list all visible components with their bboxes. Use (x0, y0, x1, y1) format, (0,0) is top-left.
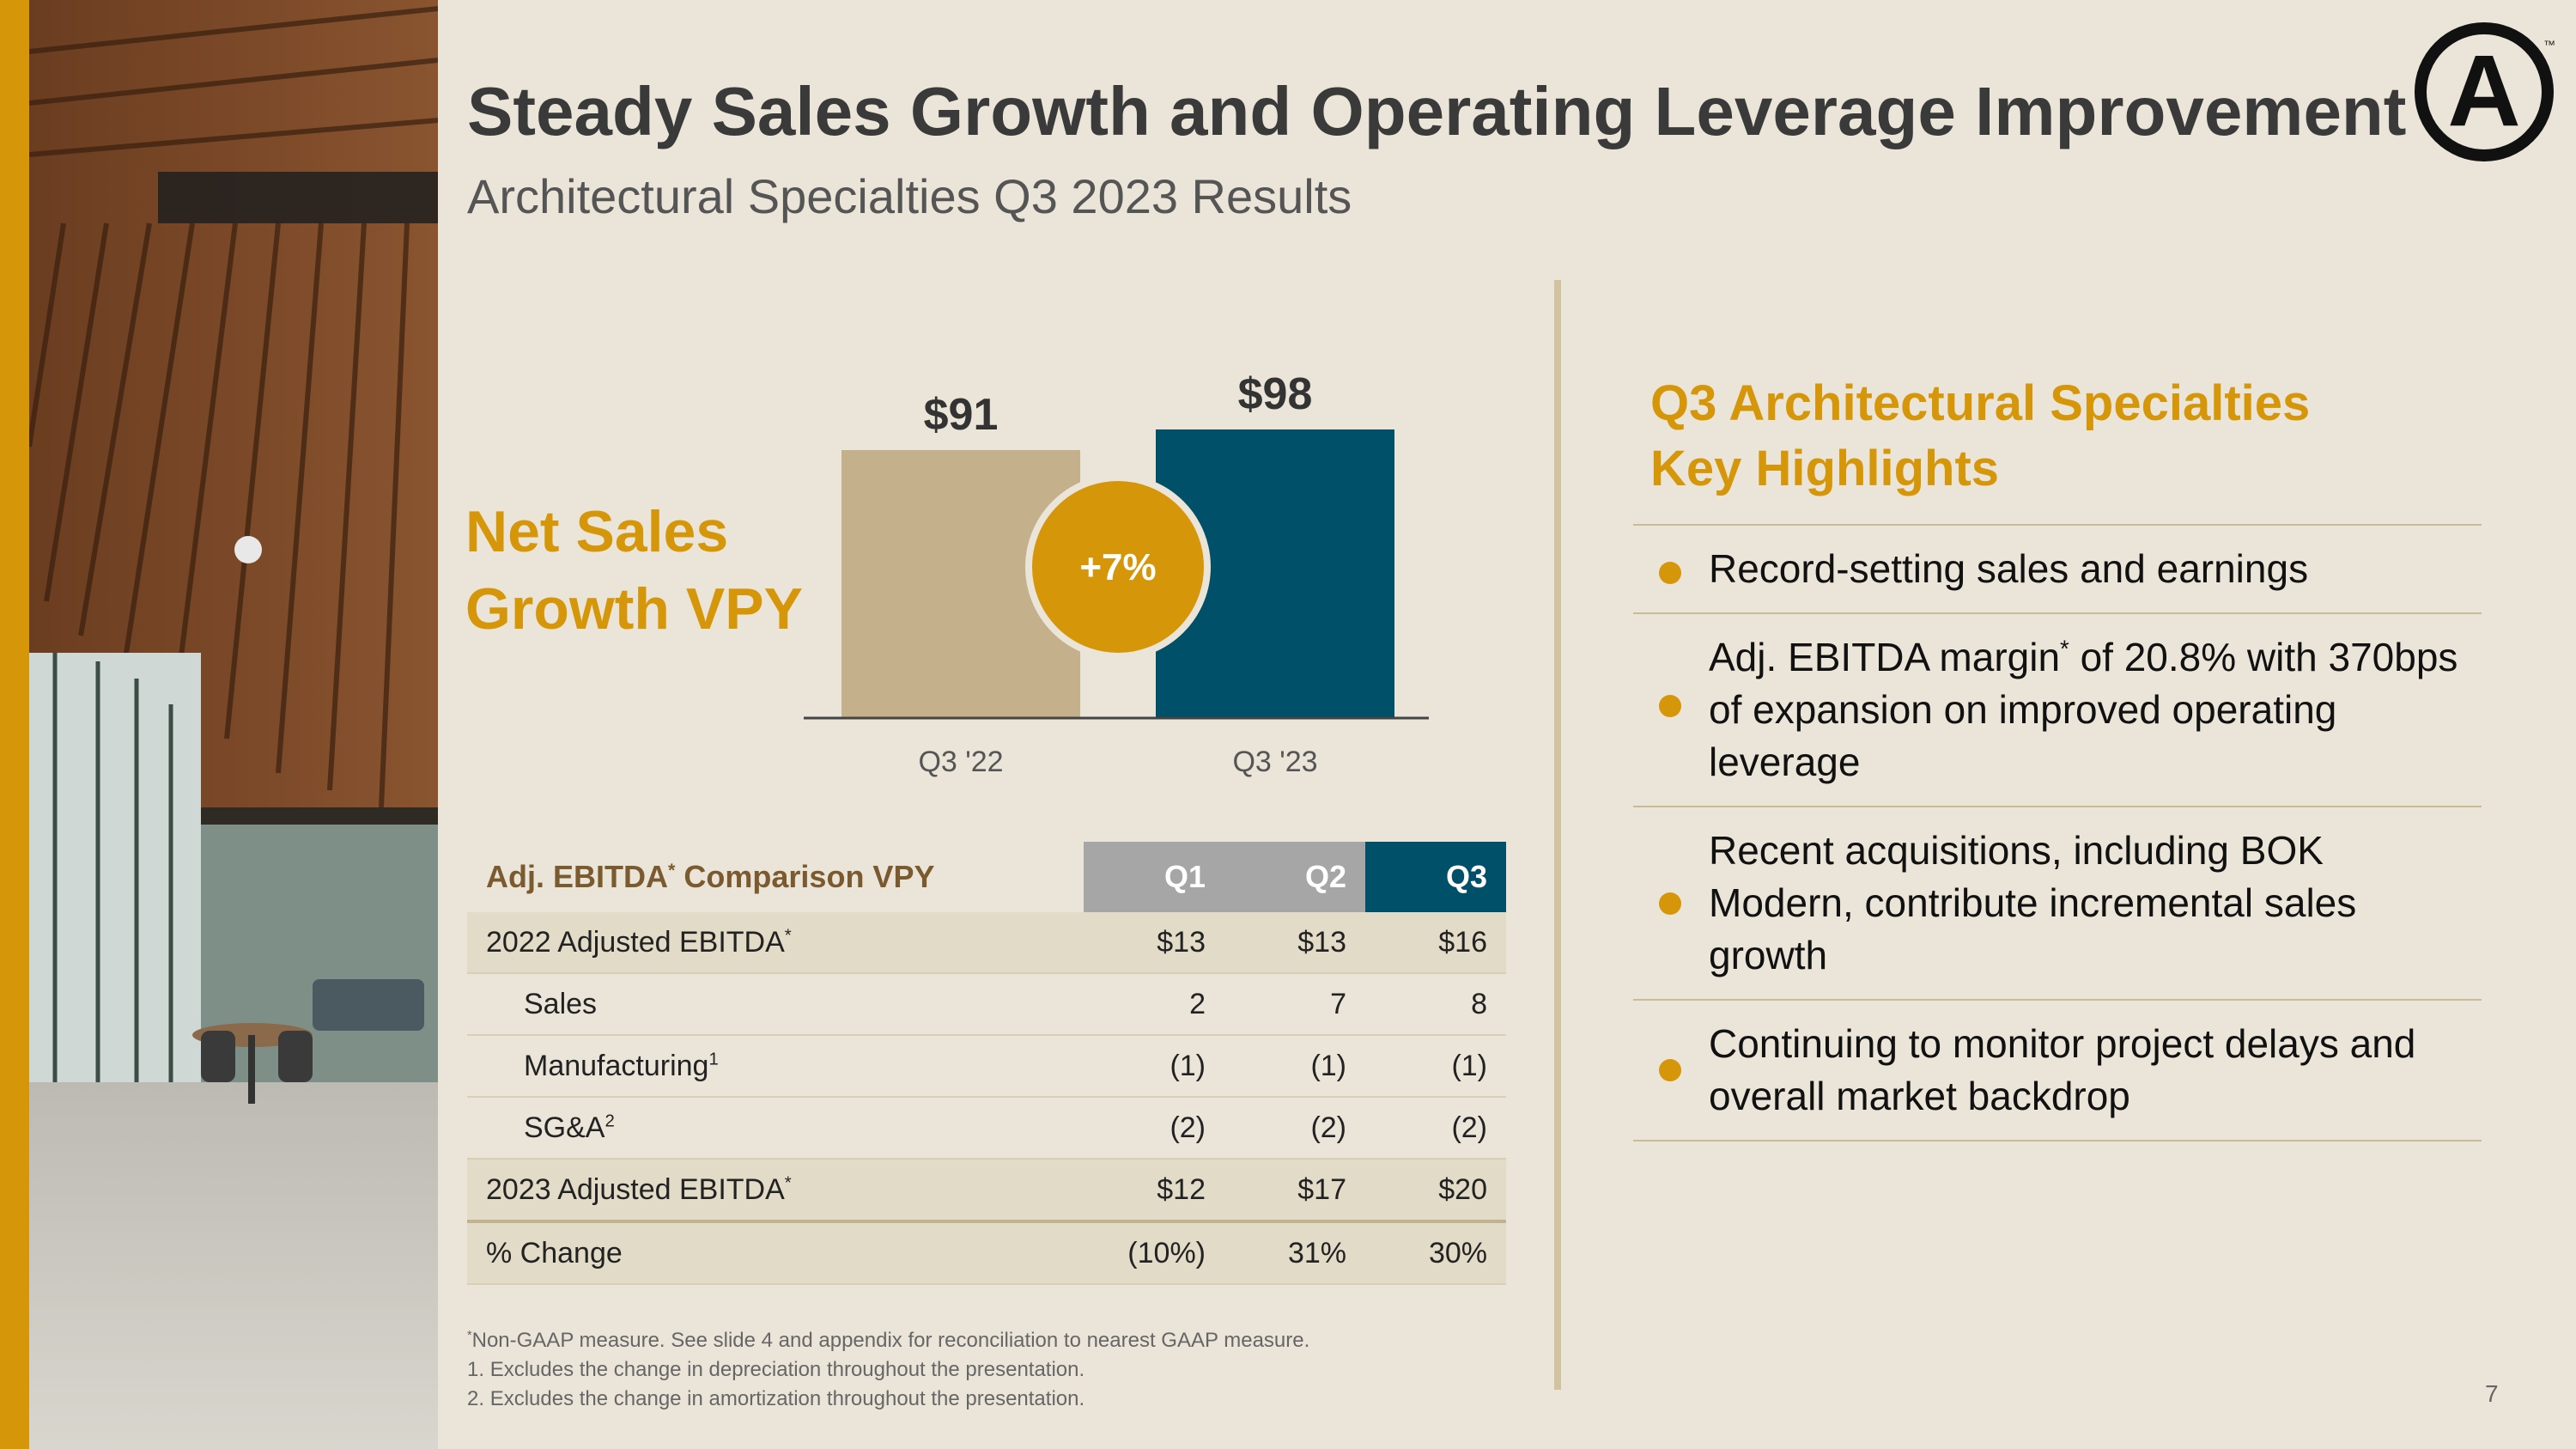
cell-q1: (1) (1084, 1035, 1224, 1098)
cell-q1: 2 (1084, 973, 1224, 1036)
table-row: SG&A2 (2) (2) (2) (467, 1097, 1506, 1160)
net-sales-bar-chart: $91 Q3 '22 $98 Q3 '23 +7% (804, 369, 1429, 778)
row-label: 2023 Adjusted EBITDA* (467, 1159, 1084, 1223)
cell-q2: (1) (1224, 1035, 1365, 1098)
highlights-title-line1: Q3 Architectural Specialties (1650, 375, 2311, 431)
cell-q2: 7 (1224, 973, 1365, 1036)
cell-q1: $13 (1084, 912, 1224, 974)
row-label: SG&A2 (467, 1097, 1084, 1160)
cell-q2: $17 (1224, 1159, 1365, 1223)
cell-q3: (1) (1365, 1035, 1506, 1098)
highlight-text: Continuing to monitor project delays and… (1709, 1021, 2416, 1118)
bar-value-label: $91 (924, 390, 999, 440)
net-sales-heading: Net Sales Growth VPY (465, 493, 803, 648)
highlight-item: Record-setting sales and earnings (1633, 524, 2482, 612)
row-label: % Change (467, 1221, 1084, 1285)
bullet-icon (1659, 695, 1681, 717)
col-header-q3: Q3 (1365, 842, 1506, 912)
cell-q2: $13 (1224, 912, 1365, 974)
interior-photo (29, 0, 438, 1449)
highlight-text: Record-setting sales and earnings (1709, 546, 2309, 591)
table-header-row: Adj. EBITDA* Comparison VPY Q1 Q2 Q3 (467, 842, 1506, 912)
cell-q3: 8 (1365, 973, 1506, 1036)
slide-subtitle: Architectural Specialties Q3 2023 Result… (467, 169, 1352, 223)
row-label: 2022 Adjusted EBITDA* (467, 912, 1084, 974)
footnote-1: 1. Excludes the change in depreciation t… (467, 1358, 1085, 1381)
ebitda-comparison-table: Adj. EBITDA* Comparison VPY Q1 Q2 Q3 202… (467, 842, 1506, 1285)
cell-q3: $16 (1365, 912, 1506, 974)
table-row: % Change (10%) 31% 30% (467, 1221, 1506, 1285)
row-label: Manufacturing1 (467, 1035, 1084, 1098)
growth-badge-label: +7% (1079, 546, 1156, 588)
cell-q2: (2) (1224, 1097, 1365, 1160)
logo-letter: A (2447, 34, 2520, 148)
table-row: Manufacturing1 (1) (1) (1) (467, 1035, 1506, 1098)
bullet-icon (1659, 1059, 1681, 1081)
cell-q3: $20 (1365, 1159, 1506, 1223)
net-sales-line2: Growth VPY (465, 576, 803, 642)
highlight-sup: * (2060, 635, 2069, 662)
col-header-q1: Q1 (1084, 842, 1224, 912)
highlight-text-post: of 20.8% with 370bps of expansion on imp… (1709, 635, 2458, 784)
cell-q3: (2) (1365, 1097, 1506, 1160)
table-header-label: Adj. EBITDA* Comparison VPY (467, 842, 1084, 912)
table-row: Sales 2 7 8 (467, 973, 1506, 1036)
logo-trademark: ™ (2543, 38, 2555, 52)
cell-q3: 30% (1365, 1221, 1506, 1285)
cell-q1: (2) (1084, 1097, 1224, 1160)
growth-badge (1025, 474, 1211, 660)
highlight-text: Recent acquisitions, including BOK Moder… (1709, 828, 2357, 977)
vertical-divider (1554, 280, 1561, 1390)
highlight-text-pre: Adj. EBITDA margin (1709, 635, 2061, 679)
highlights-list: Record-setting sales and earnings Adj. E… (1633, 524, 2482, 1142)
bullet-icon (1659, 561, 1681, 584)
footnote-nongaap: *Non-GAAP measure. See slide 4 and appen… (467, 1329, 1310, 1352)
row-label: Sales (467, 973, 1084, 1036)
highlights-title: Q3 Architectural Specialties Key Highlig… (1650, 371, 2310, 502)
table-row: 2023 Adjusted EBITDA* $12 $17 $20 (467, 1159, 1506, 1223)
cell-q2: 31% (1224, 1221, 1365, 1285)
highlight-item: Continuing to monitor project delays and… (1633, 999, 2482, 1142)
cell-q1: $12 (1084, 1159, 1224, 1223)
page-number: 7 (2485, 1380, 2499, 1407)
col-header-q2: Q2 (1224, 842, 1365, 912)
highlights-title-line2: Key Highlights (1650, 441, 2000, 496)
highlight-item: Recent acquisitions, including BOK Moder… (1633, 806, 2482, 999)
footnotes: *Non-GAAP measure. See slide 4 and appen… (467, 1326, 1309, 1414)
bar-value-label: $98 (1238, 369, 1313, 419)
slide-title: Steady Sales Growth and Operating Levera… (467, 73, 2407, 149)
net-sales-line1: Net Sales (465, 499, 729, 564)
bullet-icon (1659, 892, 1681, 915)
table-row: 2022 Adjusted EBITDA* $13 $13 $16 (467, 912, 1506, 974)
highlight-item: Adj. EBITDA margin* of 20.8% with 370bps… (1633, 612, 2482, 806)
category-label: Q3 '22 (918, 746, 1003, 778)
category-label: Q3 '23 (1232, 746, 1317, 778)
accent-strip (0, 0, 29, 1449)
company-logo: A (2415, 22, 2554, 161)
footnote-2: 2. Excludes the change in amortization t… (467, 1387, 1085, 1410)
cell-q1: (10%) (1084, 1221, 1224, 1285)
